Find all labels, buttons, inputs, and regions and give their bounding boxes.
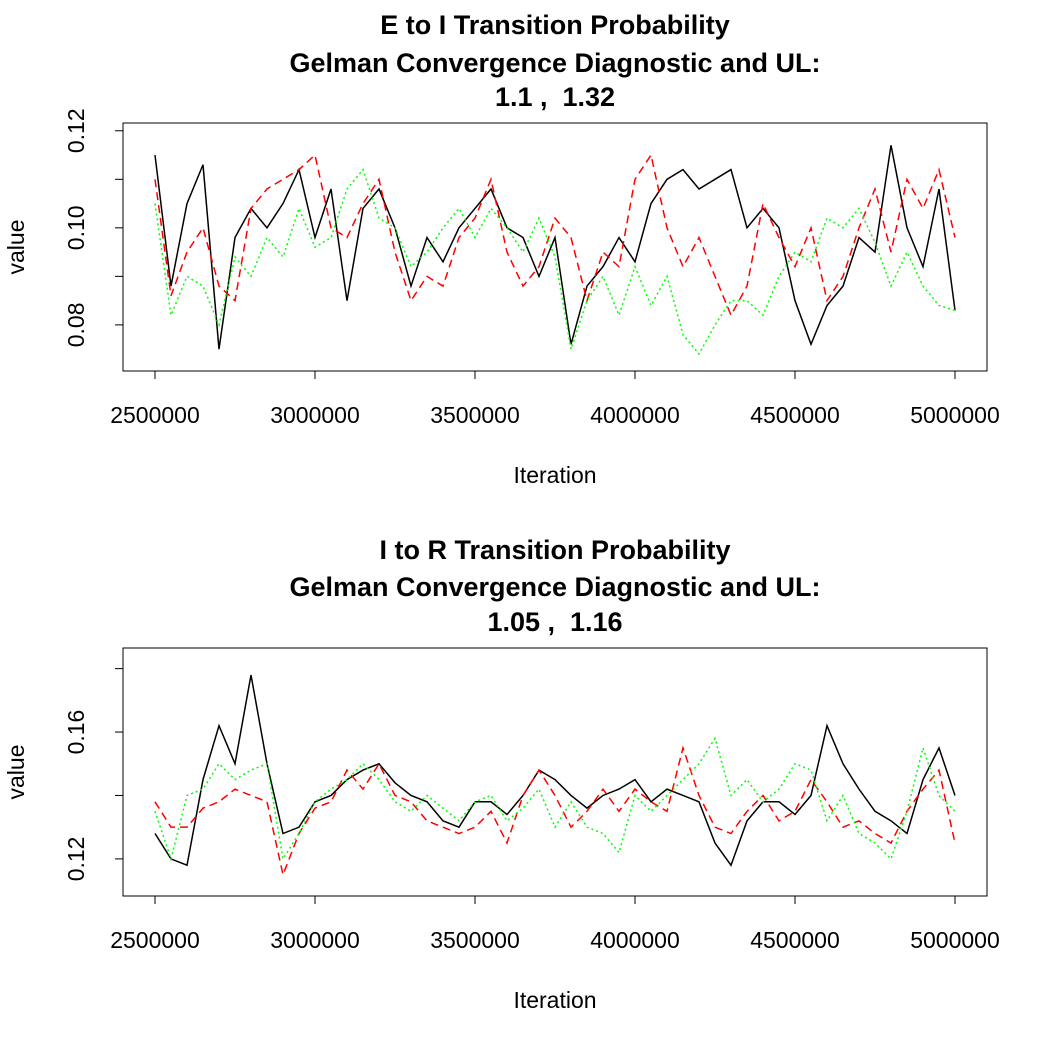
x-tick-label: 4500000 (750, 402, 840, 428)
chart-title: 1.05 , 1.16 (487, 607, 622, 637)
series-line (154, 168, 956, 356)
x-tick-label: 2500000 (110, 402, 200, 428)
x-tick-label: 3000000 (270, 402, 360, 428)
chart-title: Gelman Convergence Diagnostic and UL: (289, 48, 820, 78)
plot-frame (122, 122, 988, 372)
x-axis-label: Iteration (513, 462, 596, 488)
y-tick-label: 0.12 (63, 108, 89, 153)
y-axis-label: value (3, 745, 29, 800)
chart-title: E to I Transition Probability (380, 10, 730, 40)
chart-title: Gelman Convergence Diagnostic and UL: (289, 572, 820, 602)
y-tick-label: 0.16 (63, 710, 89, 755)
x-tick-label: 4000000 (590, 927, 680, 953)
series-line (154, 153, 956, 317)
series-line (154, 736, 956, 862)
x-tick-label: 5000000 (910, 927, 1000, 953)
series-line (154, 745, 956, 878)
chart-title: I to R Transition Probability (379, 535, 730, 565)
x-tick-label: 4500000 (750, 927, 840, 953)
y-tick-label: 0.08 (63, 303, 89, 348)
series-line (154, 674, 956, 867)
x-tick-label: 4000000 (590, 402, 680, 428)
x-tick-label: 2500000 (110, 927, 200, 953)
x-tick-label: 3000000 (270, 927, 360, 953)
x-axis-label: Iteration (513, 987, 596, 1013)
chart-title: 1.1 , 1.32 (495, 82, 615, 112)
x-tick-label: 3500000 (430, 927, 520, 953)
y-tick-label: 0.10 (63, 205, 89, 250)
y-axis-label: value (3, 220, 29, 275)
x-tick-label: 5000000 (910, 402, 1000, 428)
y-tick-label: 0.12 (63, 837, 89, 882)
series-line (154, 145, 956, 350)
x-tick-label: 3500000 (430, 402, 520, 428)
